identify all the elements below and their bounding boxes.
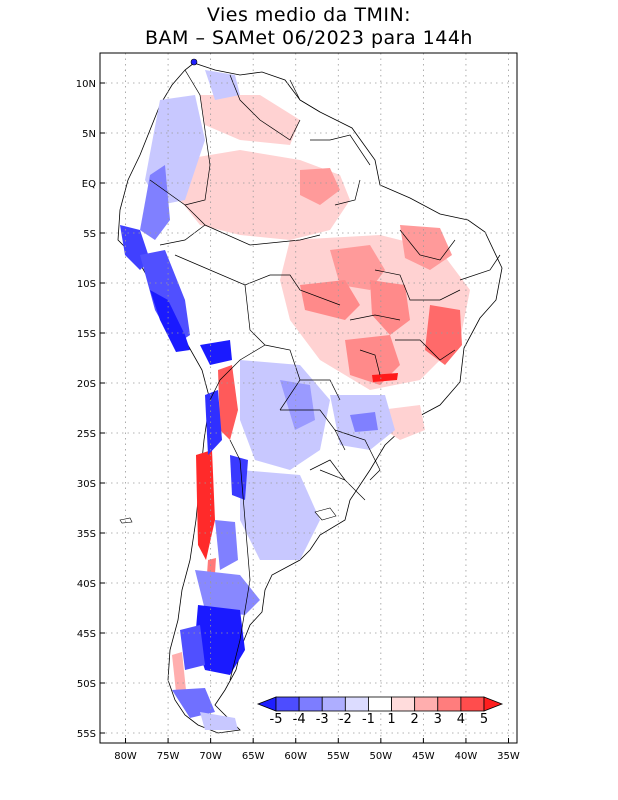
lat-tick-label: 35S [77, 529, 96, 540]
map-title-line2: BAM – SAMet 06/2023 para 144h [145, 27, 473, 49]
colorbar-swatch [414, 696, 439, 712]
lat-tick-label: 20S [77, 379, 96, 390]
colorbar-swatch [391, 696, 416, 712]
lon-tick-label: 35W [497, 751, 520, 762]
lon-tick-label: 50W [370, 751, 393, 762]
cold-bias-patches [120, 70, 395, 730]
lon-tick-label: 75W [157, 751, 180, 762]
lon-tick-label: 65W [242, 751, 265, 762]
lon-tick-label: 40W [455, 751, 478, 762]
colorbar-level-label: -5 [270, 712, 283, 727]
colorbar-level-label: 2 [411, 712, 419, 727]
colorbar-swatch [298, 696, 323, 712]
colorbar-swatch [460, 696, 485, 712]
map-frame [99, 52, 518, 744]
colorbar-max-arrow [483, 696, 504, 712]
lat-tick-label: 55S [77, 729, 96, 740]
colorbar-swatch [344, 696, 369, 712]
lon-tick-label: 70W [199, 751, 222, 762]
colorbar-level-label: -4 [293, 712, 306, 727]
colorbar-level-label: 1 [387, 712, 395, 727]
map-title-line1: Vies medio da TMIN: [206, 4, 412, 26]
lat-tick-label: 10N [76, 79, 96, 90]
lon-tick-label: 80W [114, 751, 137, 762]
colorbar-swatch [437, 696, 462, 712]
lon-tick-label: 45W [412, 751, 435, 762]
lat-tick-label: 5S [83, 229, 96, 240]
lat-tick-label: 30S [77, 479, 96, 490]
warm-bias-patches [172, 95, 470, 692]
lat-tick-label: 15S [77, 329, 96, 340]
lat-tick-label: 25S [77, 429, 96, 440]
colorbar-level-label: -3 [316, 712, 329, 727]
lat-tick-label: 50S [77, 679, 96, 690]
graticule [100, 53, 517, 743]
lon-tick-label: 55W [327, 751, 350, 762]
colorbar-level-label: 5 [480, 712, 488, 727]
islands [119, 58, 337, 524]
colorbar-swatch [321, 696, 346, 712]
lon-tick-label: 60W [284, 751, 307, 762]
colorbar-min-arrow [256, 696, 277, 712]
lat-tick-label: 40S [77, 579, 96, 590]
axis-ticks: 10N 5N EQ 5S 10S 15S 20S 25S 30S 35S 40S 45S 50S 55S 8… [76, 79, 520, 762]
lat-tick-label: 45S [77, 629, 96, 640]
lat-tick-label: 10S [77, 279, 96, 290]
lat-tick-label: 5N [82, 129, 96, 140]
lat-tick-label: EQ [82, 179, 96, 190]
colorbar-level-label: -2 [339, 712, 352, 727]
colorbar-swatch [275, 696, 300, 712]
colorbar-level-label: -1 [362, 712, 375, 727]
colorbar-level-label: 3 [434, 712, 442, 727]
colorbar: -5 -4 -3 -2 -1 1 2 3 4 5 [256, 696, 504, 727]
colorbar-swatch [368, 696, 392, 712]
colorbar-level-label: 4 [457, 712, 465, 727]
